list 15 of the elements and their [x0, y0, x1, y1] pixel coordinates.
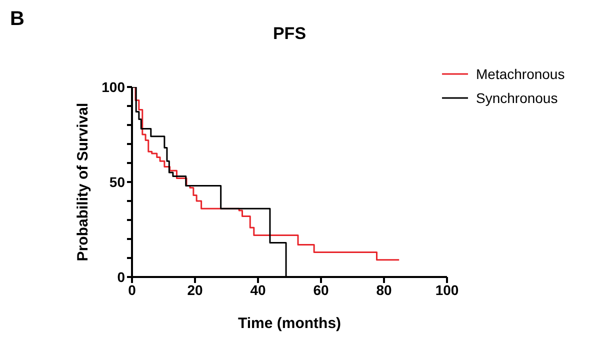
x-axis-title: Time (months)	[238, 315, 342, 332]
y-tick-label: 100	[102, 78, 126, 95]
y-tick-label: 0	[117, 268, 126, 285]
legend-label: Synchronous	[476, 90, 558, 106]
text: B	[10, 8, 24, 31]
x-tick-label: 0	[128, 282, 136, 298]
y-tick-label: 50	[109, 174, 126, 190]
legend-label: Metachronous	[476, 66, 565, 82]
x-tick-label: 20	[187, 282, 203, 298]
x-tick-label: 60	[313, 282, 329, 298]
chart-title: PFS	[272, 24, 308, 44]
x-tick-label: 40	[250, 282, 266, 298]
x-tick-label: 80	[376, 282, 392, 298]
x-tick-label: 100	[435, 282, 459, 298]
y-axis-title: Probability of Survival	[74, 102, 92, 262]
